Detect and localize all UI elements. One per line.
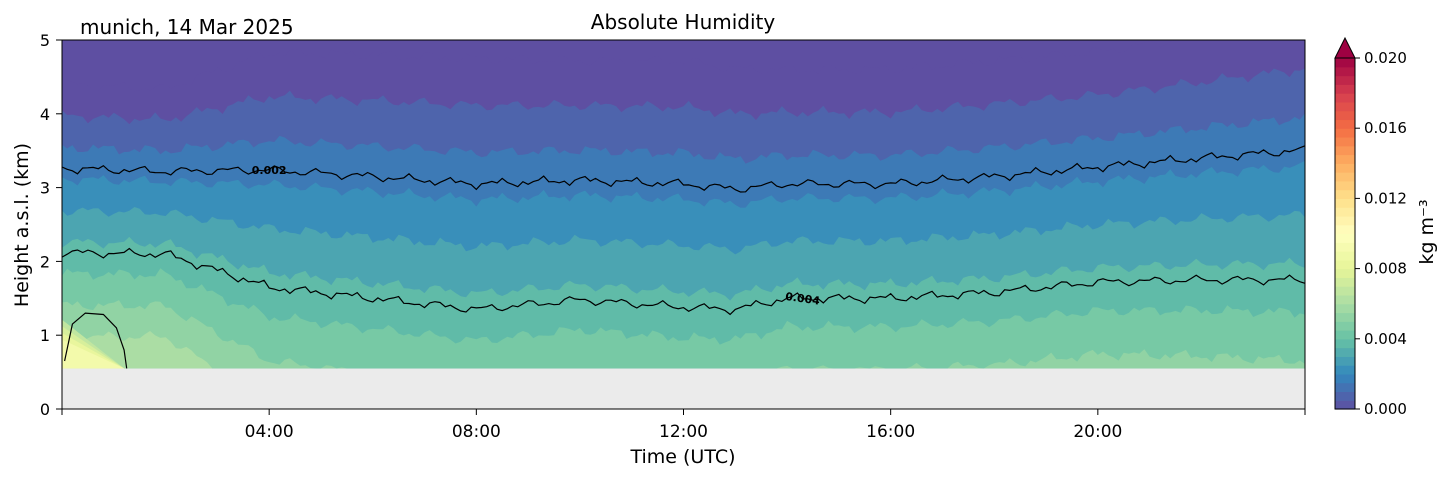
colorbar-segment [1335,58,1355,68]
colorbar-segment [1335,207,1355,217]
colorbar-segment [1335,382,1355,393]
plot-area: 0.002 0.004 [61,39,1306,410]
colorbar-segment [1335,233,1355,243]
colorbar-segment [1335,373,1355,384]
colorbar-segment [1335,110,1355,121]
y-tick-label: 3 [40,179,50,198]
humidity-bands [62,40,1305,369]
contour-labels: 0.002 0.004 [252,164,821,308]
colorbar-segment [1335,163,1355,173]
colorbar-label: kg m⁻³ [1416,199,1438,264]
colorbar-tick-label: 0.016 [1364,119,1407,137]
y-tick-label: 4 [40,105,50,124]
colorbar-segment [1335,365,1355,375]
colorbar-tick-label: 0.004 [1364,330,1407,348]
colorbar-segment [1335,145,1355,156]
y-tick-label: 5 [40,31,50,50]
x-tick-label: 12:00 [659,422,708,442]
contour-label: 0.002 [252,164,287,177]
colorbar-tick-label: 0.020 [1364,49,1407,67]
colorbar-segment [1335,303,1355,314]
colorbar-segment [1335,259,1355,270]
chart-title: Absolute Humidity [591,10,776,34]
colorbar-segment [1335,268,1355,278]
contour-label: 0.004 [784,290,821,308]
x-tick-label: 04:00 [245,422,294,442]
colorbar-segment [1335,136,1355,147]
y-tick-label: 2 [40,252,50,271]
y-tick-label: 0 [40,400,50,419]
colorbar-segment [1335,391,1355,401]
contour-line-0.006 [64,312,128,369]
x-tick-label: 08:00 [452,422,501,442]
colorbar-segment [1335,321,1355,331]
colorbar-segment [1335,312,1355,322]
colorbar-segment [1335,347,1355,357]
y-axis: 0 1 2 3 4 5 [40,31,62,419]
colorbar-segment [1335,277,1355,287]
colorbar-segment [1335,224,1355,235]
colorbar-segment [1335,294,1355,305]
colorbar-tick-label: 0.012 [1364,189,1407,207]
colorbar-extend-arrow [1334,36,1356,59]
colorbar-segment [1335,101,1355,112]
contour-line-0.004 [61,247,1306,316]
x-axis-label: Time (UTC) [629,446,735,468]
colorbar-segment [1335,356,1355,366]
colorbar-tick-label: 0.008 [1364,260,1407,278]
x-tick-label: 16:00 [866,422,915,442]
contour-lines [61,145,1306,369]
colorbar-segment [1335,242,1355,252]
colorbar-segment [1335,251,1355,261]
colorbar-segment [1335,180,1355,191]
humidity-band [62,268,1305,369]
x-axis: 04:00 08:00 12:00 16:00 20:00 [61,409,1306,442]
colorbar-frame [1334,58,1356,410]
colorbar-segment [1335,330,1355,340]
colorbar-segment [1335,338,1355,349]
colorbar-segment [1335,75,1355,85]
colorbar: 0.000 0.004 0.008 0.012 0.016 0.020 [1334,36,1407,418]
colorbar-segment [1335,84,1355,94]
colorbar-segment [1335,66,1355,77]
colorbar-tick-label: 0.000 [1364,400,1407,418]
colorbar-segment [1335,119,1355,129]
colorbar-segment [1335,154,1355,164]
x-tick-label: 20:00 [1073,422,1122,442]
colorbar-segment [1335,198,1355,208]
colorbar-segment [1335,215,1355,226]
y-tick-label: 1 [40,326,50,345]
colorbar-segment [1335,128,1355,138]
contour-line-0.002 [61,145,1306,193]
colorbar-segment [1335,189,1355,199]
location-date-label: munich, 14 Mar 2025 [80,15,294,39]
humidity-band [62,331,1305,369]
colorbar-segment [1335,172,1355,182]
colorbar-segment [1335,400,1355,410]
colorbar-segment [1335,286,1355,296]
colorbar-segment [1335,93,1355,103]
y-axis-label: Height a.s.l. (km) [11,143,33,307]
